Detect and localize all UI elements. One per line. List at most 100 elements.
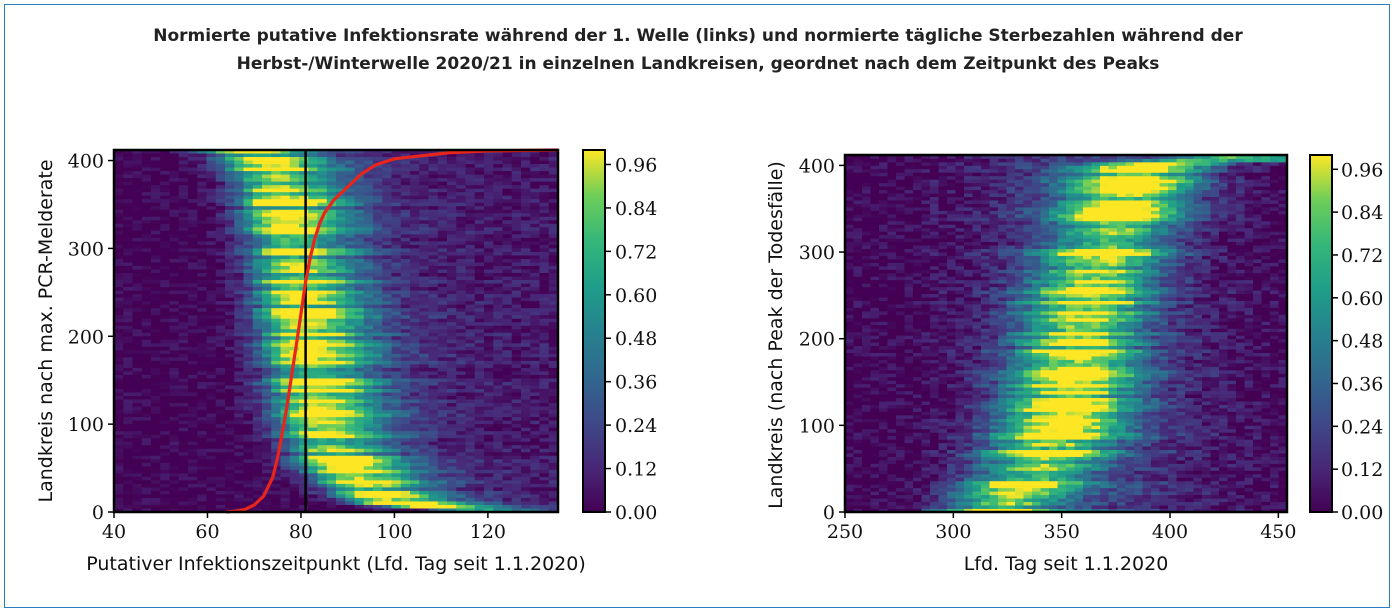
heatmap-cell [243,427,254,432]
heatmap-cell [336,367,346,372]
heatmap-cell [502,497,513,502]
heatmap-cell [530,371,540,376]
heatmap-cell [502,199,513,204]
heatmap-cell [169,213,180,218]
heatmap-cell [474,234,485,239]
heatmap-cell [530,378,540,383]
heatmap-cell [530,188,540,193]
heatmap-cell [188,332,198,337]
heatmap-cell [289,403,300,407]
heatmap-cell [243,199,254,204]
heatmap-cell [206,185,217,190]
heatmap-cell [382,466,392,471]
heatmap-cell [363,258,374,263]
heatmap-cell [437,339,448,344]
heatmap-cell [225,188,235,193]
heatmap-cell [354,360,365,365]
heatmap-cell [548,276,559,281]
heatmap-cell [271,410,281,414]
heatmap-cell [271,227,281,232]
heatmap-cell [548,374,559,379]
heatmap-cell [114,213,124,218]
heatmap-cell [123,273,133,277]
heatmap-cell [169,452,180,457]
heatmap-cell [289,251,300,256]
heatmap-cell [363,445,374,450]
heatmap-cell [308,199,318,204]
heatmap-cell [548,164,559,168]
heatmap-cell [419,269,429,274]
heatmap-cell [539,339,550,344]
heatmap-cell [345,497,355,502]
heatmap-cell [548,487,559,492]
heatmap-cell [280,150,291,154]
heatmap-cell [132,431,143,436]
heatmap-cell [419,227,429,232]
heatmap-cell [354,378,365,383]
heatmap-cell [141,241,152,246]
heatmap-cell [317,227,328,232]
heatmap-cell [437,325,448,330]
heatmap-cell [428,360,439,365]
heatmap-cell [382,311,392,316]
heatmap-cell [336,353,346,358]
heatmap-cell [419,262,429,267]
heatmap-cell [456,311,466,316]
heatmap-cell [474,353,485,358]
heatmap-cell [373,192,383,197]
heatmap-cell [308,280,318,284]
heatmap-cell [169,234,180,239]
heatmap-cell [206,434,217,439]
heatmap-cell [530,357,540,362]
heatmap-cell [215,241,226,246]
heatmap-cell [160,424,170,429]
heatmap-cell [308,290,318,295]
heatmap-cell [141,466,152,471]
heatmap-cell [280,501,291,506]
heatmap-cell [382,290,392,295]
heatmap-cell [215,424,226,429]
heatmap-cell [299,462,309,467]
heatmap-cell [484,241,494,246]
heatmap-cell [178,160,189,165]
heatmap-cell [280,199,291,204]
heatmap-cell [299,227,309,232]
heatmap-cell [262,431,272,436]
heatmap-cell [400,315,411,320]
heatmap-cell [428,209,439,214]
heatmap-cell [447,448,457,453]
heatmap-cell [206,304,217,309]
heatmap-cell [243,385,254,390]
heatmap-cell [484,403,494,407]
heatmap-cell [132,241,143,246]
heatmap-cell [271,167,281,172]
heatmap-cell [400,381,411,386]
heatmap-cell [197,410,207,414]
heatmap-cell [456,483,466,488]
heatmap-cell [474,427,485,432]
heatmap-cell [428,357,439,362]
heatmap-cell [123,258,133,263]
heatmap-cell [447,424,457,429]
heatmap-cell [252,374,263,379]
heatmap-cell [188,304,198,309]
heatmap-cell [243,178,254,183]
heatmap-cell [511,388,522,393]
heatmap-cell [400,441,411,446]
heatmap-cell [363,150,374,154]
heatmap-cell [132,195,143,200]
heatmap-cell [206,385,217,390]
heatmap-cell [160,466,170,471]
heatmap-cell [262,441,272,446]
heatmap-cell [437,280,448,284]
heatmap-cell [234,322,244,327]
heatmap-cell [299,410,309,414]
heatmap-cell [382,230,392,235]
heatmap-cell [197,213,207,218]
heatmap-cell [437,244,448,249]
heatmap-cell [428,269,439,274]
heatmap-cell [169,227,180,232]
heatmap-cell [363,304,374,309]
heatmap-cell [299,262,309,267]
heatmap-cell [484,371,494,376]
